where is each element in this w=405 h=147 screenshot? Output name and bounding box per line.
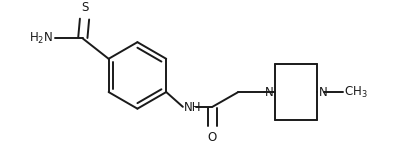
Text: S: S [81,1,88,14]
Text: NH: NH [183,101,201,114]
Text: $\mathregular{H_2N}$: $\mathregular{H_2N}$ [29,31,53,46]
Text: N: N [318,86,326,98]
Text: N: N [264,86,273,98]
Text: O: O [207,131,217,144]
Text: $\mathregular{CH_3}$: $\mathregular{CH_3}$ [343,85,367,100]
